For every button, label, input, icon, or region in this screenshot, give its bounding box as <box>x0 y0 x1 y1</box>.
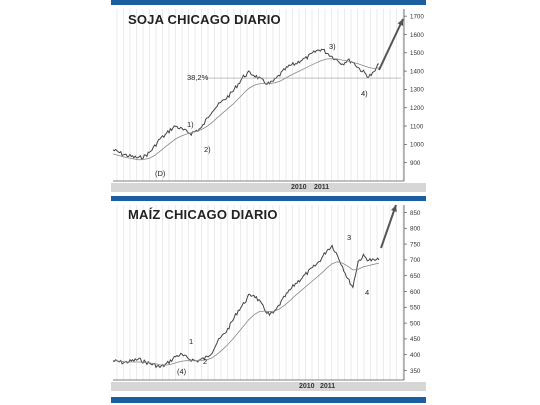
middle-blue-rule <box>111 196 426 201</box>
trend-arrow-shaft <box>380 204 397 249</box>
y-tick-label: 1100 <box>410 123 424 130</box>
maiz-chart-title: MAÍZ CHICAGO DIARIO <box>128 207 278 222</box>
maiz-year-2011: 2011 <box>320 383 336 390</box>
y-tick-label: 1300 <box>410 87 424 94</box>
wave-label-3: 3) <box>329 42 336 51</box>
soja-chart-title: SOJA CHICAGO DIARIO <box>128 12 281 27</box>
y-tick-label: 1700 <box>410 13 424 20</box>
y-tick-label: 1000 <box>410 142 424 149</box>
moving-average-line <box>112 58 380 161</box>
y-tick-label: 350 <box>410 368 421 375</box>
price-series-line <box>112 48 380 160</box>
wave-label-3: 3 <box>347 233 351 242</box>
trend-arrow-head <box>397 19 404 26</box>
soja-chart-panel: 900 1000 1100 1200 1300 1400 1500 1600 1700 38,2%… <box>111 5 426 196</box>
y-tick-label: 550 <box>410 305 421 312</box>
y-tick-label: 400 <box>410 352 421 359</box>
y-tick-label: 750 <box>410 241 421 248</box>
y-tick-label: 700 <box>410 257 421 264</box>
y-tick-label: 1600 <box>410 32 424 39</box>
maiz-chart-svg: 350 400 450 500 550 600 650 700 750 800 850 (4) 1 2 3 4 <box>112 204 421 381</box>
maiz-year-bar: 2010 2011 <box>111 382 426 391</box>
y-tick-label: 1500 <box>410 50 424 57</box>
trend-arrow-head <box>391 205 397 212</box>
wave-label-2: 2) <box>204 145 211 154</box>
soja-year-2011: 2011 <box>314 184 330 191</box>
soja-year-2010: 2010 <box>291 184 307 191</box>
price-series-line <box>112 244 380 369</box>
y-tick-label: 650 <box>410 273 421 280</box>
y-tick-label: 1400 <box>410 68 424 75</box>
y-tick-label: 500 <box>410 320 421 327</box>
soja-chart-svg: 900 1000 1100 1200 1300 1400 1500 1600 1700 38,2%… <box>112 9 424 182</box>
y-tick-label: 450 <box>410 336 421 343</box>
y-tick-label: 1200 <box>410 105 424 112</box>
wave-label-1: 1 <box>189 337 193 346</box>
y-tick-label: 850 <box>410 210 421 217</box>
wave-label-2: 2 <box>203 357 207 366</box>
y-tick-label: 800 <box>410 226 421 233</box>
top-blue-rule <box>111 0 426 5</box>
wave-label-1: 1) <box>187 120 194 129</box>
soja-year-bar: 2010 2011 <box>111 183 426 192</box>
wave-label-4: 4 <box>365 288 369 297</box>
y-tick-label: 600 <box>410 289 421 296</box>
bottom-blue-rule <box>111 397 426 403</box>
moving-average-line <box>112 261 380 366</box>
y-tick-label: 900 <box>410 160 421 167</box>
wave-label-4-paren: (4) <box>177 367 187 376</box>
maiz-chart-panel: 350 400 450 500 550 600 650 700 750 800 850 (4) 1 2 3 4… <box>111 201 426 397</box>
wave-label-D: (D) <box>155 169 166 178</box>
retracement-label: 38,2% <box>187 73 209 82</box>
trend-arrow-shaft <box>378 18 404 71</box>
wave-label-4: 4) <box>361 89 368 98</box>
maiz-year-2010: 2010 <box>299 383 315 390</box>
